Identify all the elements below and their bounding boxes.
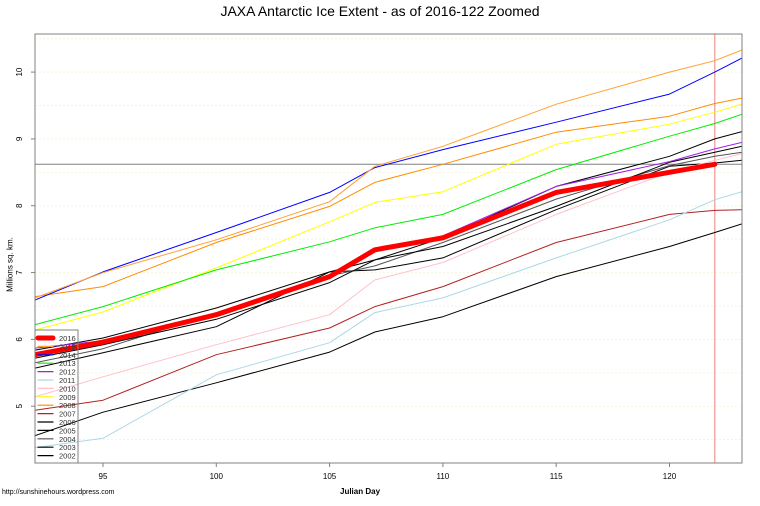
series-line-2016 — [35, 161, 718, 358]
legend-label-2012: 2012 — [59, 368, 76, 377]
chart-title: JAXA Antarctic Ice Extent - as of 2016-1… — [220, 3, 540, 19]
legend-label-2010: 2010 — [59, 384, 76, 393]
legend-label-2004: 2004 — [59, 435, 76, 444]
legend-label-2015: 2015 — [59, 342, 76, 351]
y-tick-label: 6 — [15, 337, 24, 342]
legend-label-2006: 2006 — [59, 418, 76, 427]
plot-frame — [34, 33, 743, 464]
series-line-2002 — [35, 223, 742, 437]
series-group — [35, 49, 742, 449]
series-line-2010 — [35, 153, 742, 398]
legend-label-2014: 2014 — [59, 351, 76, 360]
series-line-2008 — [35, 97, 742, 298]
x-tick-label: 100 — [210, 472, 224, 481]
series-line-2015 — [35, 49, 742, 299]
y-tick-label: 10 — [15, 67, 24, 76]
x-tick-label: 115 — [550, 472, 563, 481]
legend-label-2002: 2002 — [59, 452, 76, 461]
legend-label-2013: 2013 — [59, 359, 76, 368]
series-line-2006 — [35, 131, 742, 351]
x-axis-label: Julian Day — [340, 487, 381, 496]
series-line-2009 — [35, 103, 742, 331]
series-line-2005 — [35, 145, 742, 359]
series-line-2011 — [35, 191, 742, 449]
x-tick-label: 110 — [437, 472, 450, 481]
series-line-2013 — [35, 113, 742, 326]
legend-label-2005: 2005 — [59, 426, 76, 435]
series-line-2003 — [35, 159, 742, 369]
series-line-2014 — [35, 57, 742, 301]
legend-label-2016: 2016 — [59, 334, 76, 343]
x-tick-label: 120 — [663, 472, 677, 481]
legend-box — [34, 329, 79, 464]
footer-url[interactable]: http://sunshinehours.wordpress.com — [2, 489, 115, 496]
y-tick-label: 8 — [15, 203, 24, 208]
x-tick-label: 105 — [323, 472, 337, 481]
legend-label-2003: 2003 — [59, 443, 76, 452]
y-axis-label: Millions sq. km. — [5, 237, 15, 292]
x-tick-label: 95 — [99, 472, 108, 481]
legend-label-2009: 2009 — [59, 393, 76, 402]
y-tick-label: 5 — [15, 403, 24, 408]
series-line-2007 — [35, 209, 742, 411]
legend-label-2011: 2011 — [59, 376, 75, 385]
y-tick-label: 7 — [15, 270, 24, 275]
legend-label-2008: 2008 — [59, 401, 76, 410]
legend: 2016201520142013201220112010200920082007… — [34, 329, 79, 464]
legend-label-2007: 2007 — [59, 410, 76, 419]
y-tick-label: 9 — [15, 136, 24, 141]
